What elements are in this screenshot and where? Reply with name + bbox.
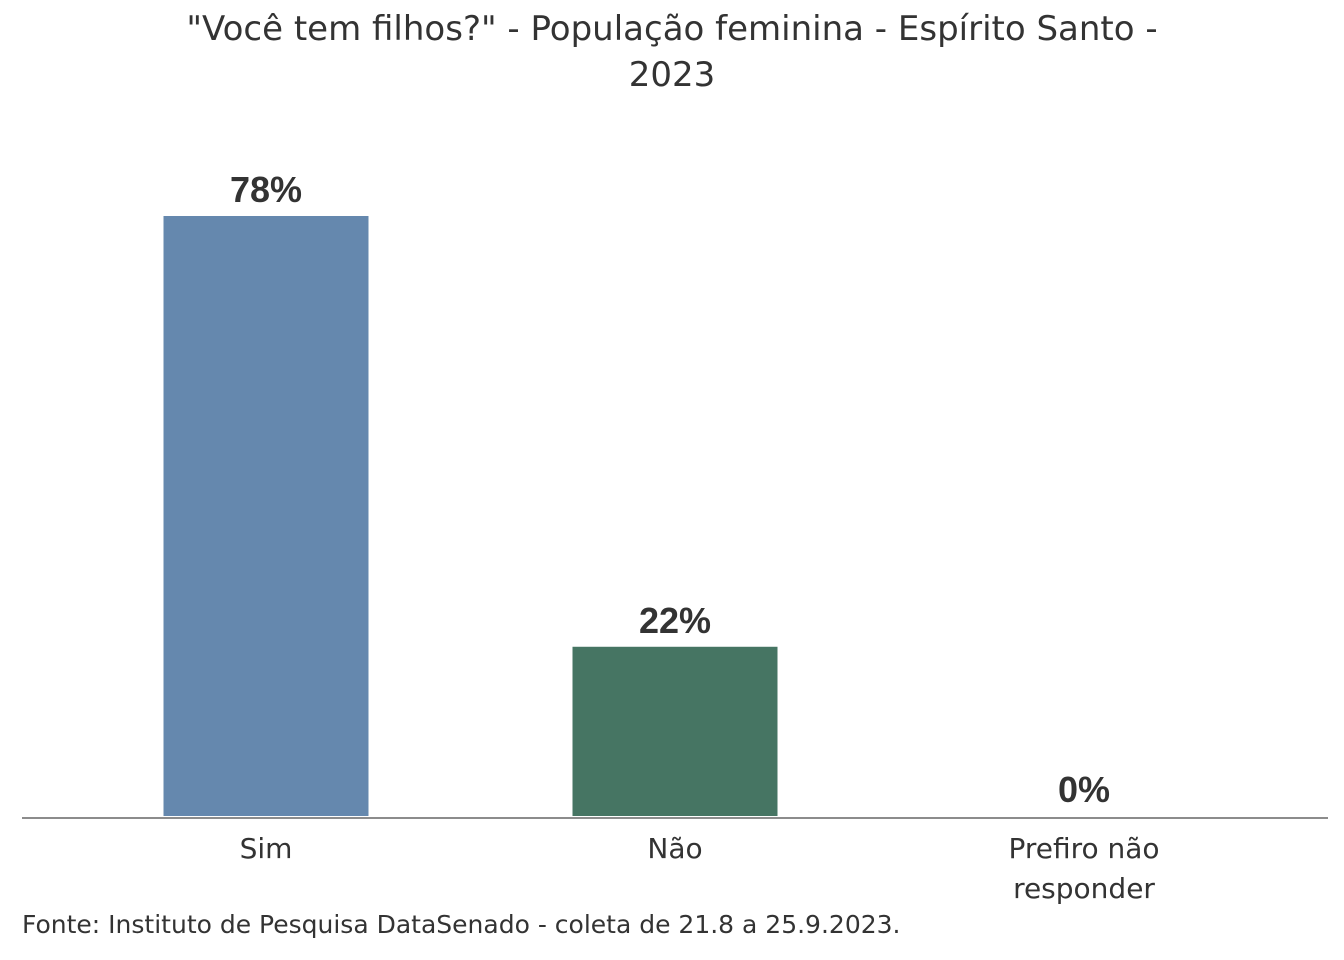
bar-1 bbox=[163, 216, 369, 816]
bar-2 bbox=[572, 646, 778, 816]
x-tick-label-3-line-1: Prefiro não bbox=[1008, 832, 1159, 865]
x-tick-label-2: Não bbox=[647, 832, 702, 865]
data-label-3: 0% bbox=[1058, 769, 1110, 810]
chart-title: "Você tem filhos?" - População feminina … bbox=[0, 6, 1344, 98]
source-note: Fonte: Instituto de Pesquisa DataSenado … bbox=[22, 910, 901, 939]
data-label-2: 22% bbox=[639, 600, 711, 641]
chart-title-line-2: 2023 bbox=[628, 55, 716, 95]
chart-title-line-1: "Você tem filhos?" - População feminina … bbox=[186, 9, 1158, 49]
data-label-1: 78% bbox=[230, 169, 302, 210]
x-tick-label-1: Sim bbox=[240, 832, 293, 865]
x-tick-label-3-line-2: responder bbox=[1013, 872, 1155, 905]
